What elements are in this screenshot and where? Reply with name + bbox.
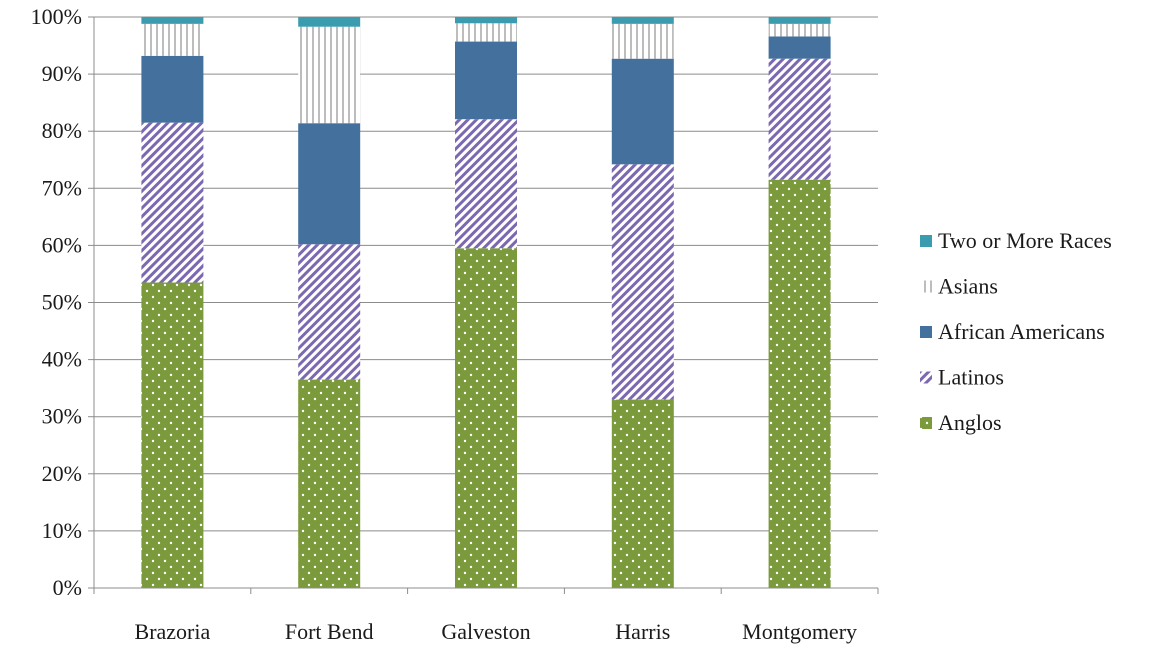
- y-tick-label: 90%: [42, 61, 82, 86]
- legend-swatch-asians: [920, 281, 932, 293]
- bar-segment-montgomery-two-or-more-races: [769, 17, 831, 24]
- bar-segment-harris-african-americans: [612, 59, 674, 165]
- legend-label-anglos: Anglos: [938, 410, 1002, 435]
- y-tick-label: 100%: [31, 4, 82, 29]
- bar-segment-brazoria-anglos: [141, 283, 203, 588]
- y-tick-label: 20%: [42, 461, 82, 486]
- bar-segment-galveston-two-or-more-races: [455, 17, 517, 23]
- legend: Two or More Races Asians African Americans…: [920, 228, 1112, 435]
- legend-label-asians: Asians: [938, 274, 998, 299]
- bar-segment-galveston-latinos: [455, 119, 517, 248]
- y-tick-label: 10%: [42, 518, 82, 543]
- bar-segment-montgomery-latinos: [769, 59, 831, 180]
- y-tick-label: 30%: [42, 404, 82, 429]
- x-category-label: Montgomery: [742, 619, 857, 644]
- y-tick-label: 80%: [42, 118, 82, 143]
- legend-label-two-or-more-races: Two or More Races: [938, 228, 1112, 253]
- y-tick-label: 60%: [42, 232, 82, 257]
- bar-segment-montgomery-asians: [769, 24, 831, 37]
- bar-segment-brazoria-asians: [141, 24, 203, 56]
- y-tick-label: 0%: [53, 575, 82, 600]
- legend-label-african-americans: African Americans: [938, 319, 1105, 344]
- bar-segment-brazoria-latinos: [141, 123, 203, 283]
- bar-segment-harris-anglos: [612, 400, 674, 588]
- bar-segment-brazoria-two-or-more-races: [141, 17, 203, 24]
- bar-segment-harris-latinos: [612, 164, 674, 399]
- bar-segment-montgomery-anglos: [769, 180, 831, 588]
- legend-swatch-latinos: [920, 372, 932, 384]
- x-category-label: Brazoria: [135, 619, 211, 644]
- bar-segment-fort-bend-two-or-more-races: [298, 17, 360, 27]
- legend-swatch-two-or-more-races: [920, 235, 932, 247]
- bar-segment-fort-bend-latinos: [298, 244, 360, 379]
- bar-segment-fort-bend-asians: [298, 27, 360, 123]
- bar-segment-harris-asians: [612, 24, 674, 59]
- bar-segment-fort-bend-african-americans: [298, 123, 360, 244]
- y-tick-label: 50%: [42, 290, 82, 315]
- x-category-label: Galveston: [441, 619, 530, 644]
- bar-segment-galveston-asians: [455, 23, 517, 41]
- legend-swatch-african-americans: [920, 326, 932, 338]
- bar-segment-harris-two-or-more-races: [612, 17, 674, 24]
- legend-label-latinos: Latinos: [938, 365, 1004, 390]
- legend-swatch-anglos: [920, 417, 932, 429]
- x-category-label: Fort Bend: [285, 619, 374, 644]
- bar-segment-galveston-anglos: [455, 248, 517, 588]
- y-tick-label: 40%: [42, 347, 82, 372]
- bar-segment-galveston-african-americans: [455, 42, 517, 120]
- bar-segment-fort-bend-anglos: [298, 380, 360, 588]
- x-category-label: Harris: [615, 619, 670, 644]
- bar-segment-montgomery-african-americans: [769, 36, 831, 58]
- y-tick-label: 70%: [42, 175, 82, 200]
- bar-segment-brazoria-african-americans: [141, 56, 203, 123]
